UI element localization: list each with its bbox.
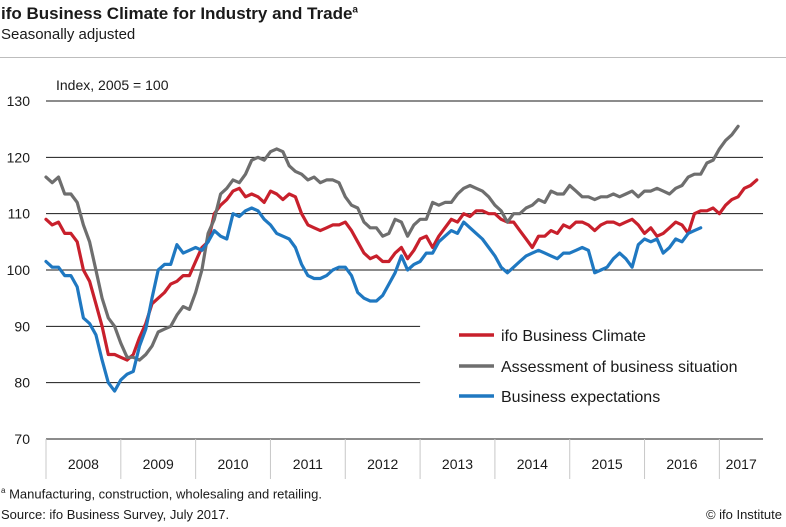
y-tick-label-70: 70 bbox=[14, 431, 30, 447]
title-footnote-marker: a bbox=[352, 4, 358, 16]
x-tick-label-2009: 2009 bbox=[143, 456, 174, 472]
x-tick-label-2008: 2008 bbox=[68, 456, 99, 472]
y-axis-label: Index, 2005 = 100 bbox=[56, 77, 169, 93]
y-tick-label-80: 80 bbox=[14, 375, 30, 391]
chart-title: ifo Business Climate for Industry and Tr… bbox=[1, 4, 358, 23]
x-tick-label-2017: 2017 bbox=[726, 456, 757, 472]
header-divider bbox=[0, 57, 786, 58]
footnote: a Manufacturing, construction, wholesali… bbox=[1, 486, 322, 502]
footnote-marker: a bbox=[1, 486, 6, 495]
series-line-expectations bbox=[44, 206, 703, 393]
y-tick-label-110: 110 bbox=[8, 206, 31, 222]
x-tick-label-2011: 2011 bbox=[293, 456, 323, 472]
x-tick-label-2012: 2012 bbox=[367, 456, 398, 472]
x-tick-label-2013: 2013 bbox=[442, 456, 473, 472]
legend: ifo Business Climate Assessment of busine… bbox=[459, 328, 738, 406]
legend-label-climate: ifo Business Climate bbox=[501, 328, 646, 345]
y-tick-label-130: 130 bbox=[7, 93, 31, 109]
series-lines bbox=[44, 124, 759, 393]
y-axis: 70 80 90 100 110 120 130 bbox=[7, 93, 31, 447]
legend-label-situation: Assessment of business situation bbox=[501, 359, 738, 376]
x-tick-label-2015: 2015 bbox=[592, 456, 623, 472]
legend-label-expectations: Business expectations bbox=[501, 389, 660, 406]
y-tick-label-120: 120 bbox=[7, 149, 31, 165]
x-tick-label-2016: 2016 bbox=[666, 456, 697, 472]
x-axis: 2008 2009 2010 2011 2012 2013 2014 2015 2016 2017 bbox=[45, 438, 763, 479]
series-line-situation bbox=[44, 124, 740, 362]
gridlines bbox=[46, 100, 763, 384]
series-line-climate bbox=[44, 178, 759, 362]
chart-subtitle: Seasonally adjusted bbox=[1, 26, 136, 43]
source-note: Source: ifo Business Survey, July 2017. bbox=[1, 507, 230, 522]
y-tick-label-100: 100 bbox=[7, 262, 31, 278]
x-tick-label-2014: 2014 bbox=[517, 456, 548, 472]
y-tick-label-90: 90 bbox=[14, 318, 30, 334]
copyright-credit: © ifo Institute bbox=[705, 507, 782, 522]
x-tick-label-2010: 2010 bbox=[217, 456, 248, 472]
